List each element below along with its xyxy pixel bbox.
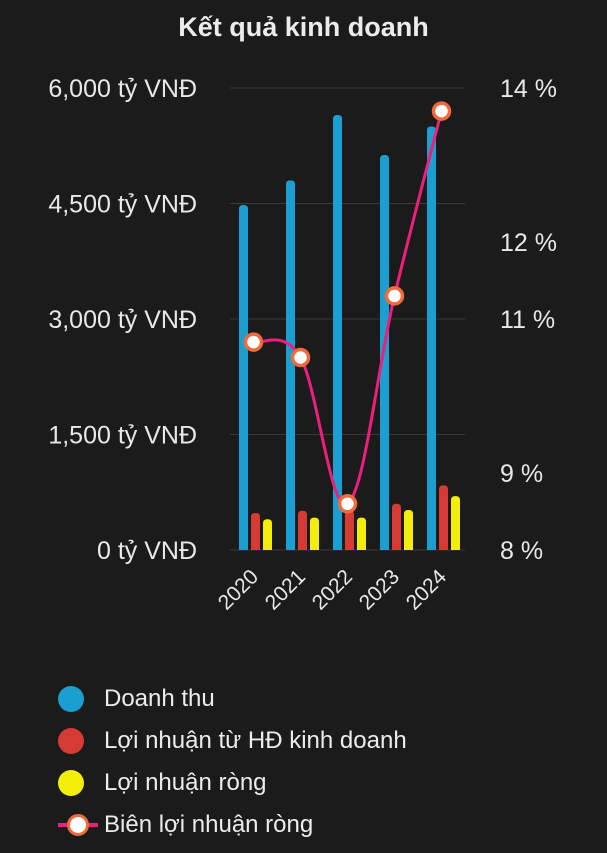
legend: Doanh thu Lợi nhuận từ HĐ kinh doanh Lợi… <box>58 678 407 846</box>
x-tick-label: 2023 <box>355 565 404 614</box>
right-tick-label: 12 % <box>500 229 557 257</box>
right-tick-label: 8 % <box>500 537 543 565</box>
margin-line <box>243 101 452 514</box>
left-axis: 0 tỷ VNĐ 1,500 tỷ VNĐ 3,000 tỷ VNĐ 4,500 tỷ… <box>48 75 197 565</box>
left-tick-label: 0 tỷ VNĐ <box>97 537 197 565</box>
legend-item-revenue[interactable]: Doanh thu <box>58 678 407 720</box>
operating-profit-bar <box>345 510 354 550</box>
left-tick-label: 1,500 tỷ VNĐ <box>48 422 197 450</box>
left-tick-label: 3,000 tỷ VNĐ <box>48 306 197 334</box>
net-profit-bar <box>451 496 460 550</box>
chart-title: Kết quả kinh doanh <box>178 12 429 42</box>
margin-line-path <box>253 110 443 506</box>
operating-profit-bar <box>298 510 307 550</box>
right-tick-label: 9 % <box>500 460 543 488</box>
margin-point <box>384 286 405 306</box>
margin-point <box>431 101 452 121</box>
combo-chart: 0 tỷ VNĐ 1,500 tỷ VNĐ 3,000 tỷ VNĐ 4,500 tỷ… <box>48 75 557 615</box>
legend-label-net-profit: Lợi nhuận ròng <box>104 769 267 796</box>
legend-label-operating-profit: Lợi nhuận từ HĐ kinh doanh <box>104 727 407 754</box>
x-tick-label: 2020 <box>214 565 263 614</box>
operating-profit-swatch-icon <box>58 728 84 754</box>
margin-line-swatch-icon <box>58 812 98 838</box>
revenue-bar <box>333 114 342 550</box>
legend-item-net-profit[interactable]: Lợi nhuận ròng <box>58 762 407 804</box>
margin-point <box>337 494 358 514</box>
operating-profit-bar <box>392 503 401 550</box>
legend-label-revenue: Doanh thu <box>104 685 215 712</box>
x-tick-label: 2022 <box>308 565 357 614</box>
revenue-bar <box>427 126 436 550</box>
margin-point <box>243 332 264 352</box>
revenue-bar <box>239 205 248 551</box>
net-profit-bar <box>404 509 413 550</box>
net-profit-swatch-icon <box>58 770 84 796</box>
net-profit-bar <box>357 517 366 550</box>
revenue-bar <box>286 180 295 550</box>
right-tick-label: 14 % <box>500 75 557 103</box>
net-profit-bar <box>310 517 319 550</box>
net-profit-bar <box>263 519 272 550</box>
legend-label-margin: Biên lợi nhuận ròng <box>104 811 314 838</box>
revenue-swatch-icon <box>58 686 84 712</box>
x-tick-label: 2021 <box>261 565 310 614</box>
legend-item-margin[interactable]: Biên lợi nhuận ròng <box>58 804 407 846</box>
x-tick-label: 2024 <box>402 565 452 615</box>
operating-profit-bar <box>439 485 448 550</box>
operating-profit-bar <box>251 513 260 550</box>
legend-item-operating-profit[interactable]: Lợi nhuận từ HĐ kinh doanh <box>58 720 407 762</box>
right-axis: 8 % 9 % 11 % 12 % 14 % <box>500 75 557 565</box>
left-tick-label: 4,500 tỷ VNĐ <box>48 191 197 219</box>
right-tick-label: 11 % <box>500 306 555 334</box>
margin-point <box>290 347 311 368</box>
left-tick-label: 6,000 tỷ VNĐ <box>48 75 197 103</box>
bars <box>239 114 460 551</box>
